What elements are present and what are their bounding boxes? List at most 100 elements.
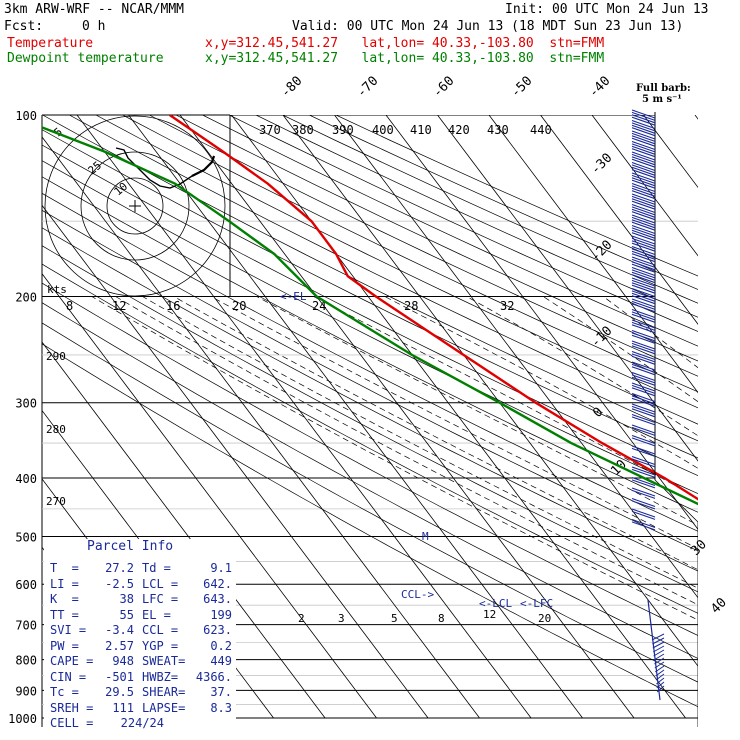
wind-barb [631, 290, 656, 300]
mixing-ratio-label: 28 [404, 299, 418, 313]
dry-adiabat [42, 129, 698, 459]
parcel-info-key: Td = [142, 561, 171, 575]
dewpoint-profile [42, 126, 698, 506]
theta-label: 270 [46, 495, 66, 508]
dry-adiabat [42, 282, 698, 636]
isotherm-label: 30 [688, 537, 710, 559]
wind-barb [631, 311, 656, 321]
temperature-location: x,y=312.45,541.27 lat,lon= 40.33,-103.80… [205, 36, 605, 51]
pressure-tick-label: 200 [15, 291, 37, 305]
lcl-marker: <-LCL [479, 597, 512, 610]
hodograph-ring [80, 151, 190, 261]
wind-barb [631, 340, 656, 350]
theta-label: 400 [372, 123, 394, 137]
theta-label: 430 [487, 123, 509, 137]
wind-barb [631, 303, 656, 313]
dry-adiabat [42, 176, 698, 513]
wind-barb [631, 124, 656, 134]
valid-time: Valid: 00 UTC Mon 24 Jun 13 (18 MDT Sun … [292, 19, 684, 34]
temperature-legend: Temperature [7, 36, 94, 51]
parcel-info-value: 8.3 [210, 700, 232, 715]
wind-barb [631, 198, 656, 208]
init-time: Init: 00 UTC Mon 24 Jun 13 [505, 2, 709, 17]
wind-barb [631, 224, 656, 235]
wind-barb [631, 153, 656, 163]
mixing-ratio-label: 24 [312, 299, 326, 313]
wind-barb [631, 242, 656, 252]
wind-barb [631, 151, 656, 161]
wind-barb [631, 479, 656, 489]
dry-adiabat [122, 115, 698, 393]
isotherm [42, 136, 480, 719]
wind-barb [631, 292, 656, 302]
temperature-profile [169, 115, 698, 501]
parcel-info-row: CELL = 224/24 [50, 716, 240, 731]
parcel-info-value: 55 [119, 607, 134, 622]
parcel-info-key: LFC = [142, 592, 179, 606]
wind-barb [631, 284, 656, 294]
wind-barb [631, 185, 656, 195]
wind-barb [631, 261, 656, 271]
dewpoint-location: x,y=312.45,541.27 lat,lon= 40.33,-103.80… [205, 51, 605, 66]
wind-barb [653, 653, 665, 661]
wind-barb [631, 500, 656, 510]
el-marker: <-EL [280, 290, 307, 303]
mixing-ratio-label: 8 [66, 299, 73, 313]
wind-barb [631, 258, 656, 268]
wind-barb [631, 119, 656, 130]
wind-barb [631, 319, 656, 329]
wind-barb [654, 665, 665, 673]
dry-adiabat [42, 302, 698, 659]
theta-label: 380 [292, 123, 314, 137]
wind-barb [631, 145, 656, 155]
wind-barb [631, 361, 656, 371]
wind-barb [631, 109, 656, 119]
isotherm-label: -40 [586, 74, 613, 101]
wind-barb [631, 408, 656, 418]
parcel-info-value: 4366. [195, 669, 232, 684]
wind-barb [631, 269, 656, 279]
mixing-ratio-label: 20 [232, 299, 246, 313]
isotherm-label: -70 [354, 74, 381, 101]
wind-barb [631, 221, 656, 231]
parcel-info-title: Parcel Info [87, 539, 174, 554]
wind-barb [651, 633, 665, 641]
isotherm [591, 115, 698, 257]
isotherm [76, 115, 532, 719]
wind-barb [655, 673, 665, 681]
wind-barb [631, 143, 656, 153]
parcel-info-value: 29.5 [105, 685, 134, 699]
wind-barb [656, 685, 665, 693]
parcel-info-key: SWEAT= [142, 654, 186, 668]
pressure-tick-label: 800 [15, 654, 37, 668]
wind-barb [631, 177, 656, 187]
wind-barb [631, 190, 656, 200]
parcel-info-box: Parcel Info T = 27.2 Td = 9.1 LI = -2.5 LCL = 6… [44, 539, 236, 730]
parcel-info-value: 623. [203, 623, 232, 637]
wind-barb [631, 193, 656, 203]
wind-barb [631, 248, 656, 258]
moist-adiabat [91, 296, 698, 621]
wind-barb [631, 424, 656, 434]
isotherm [42, 273, 377, 719]
wind-barb [631, 497, 656, 508]
wind-barb [654, 661, 665, 669]
dry-adiabat [42, 144, 698, 476]
mixing-ratio-label: 12 [112, 299, 126, 313]
wind-barb [631, 169, 656, 179]
dry-adiabat [42, 227, 698, 572]
wind-barb [631, 174, 656, 184]
wind-barb [631, 445, 656, 455]
parcel-info-key: CELL = [50, 716, 94, 730]
wind-barb [631, 426, 656, 436]
wind-barb [631, 208, 656, 218]
parcel-info-key: Tc = [50, 685, 79, 699]
wind-barb [631, 130, 656, 140]
barb-legend-line1: Full barb: [636, 83, 691, 94]
wind-barb [631, 508, 656, 518]
wind-barb [656, 681, 665, 689]
dry-adiabat [69, 115, 698, 425]
dry-adiabat [42, 192, 698, 532]
wind-barb [631, 245, 656, 256]
theta-label: 410 [410, 123, 432, 137]
